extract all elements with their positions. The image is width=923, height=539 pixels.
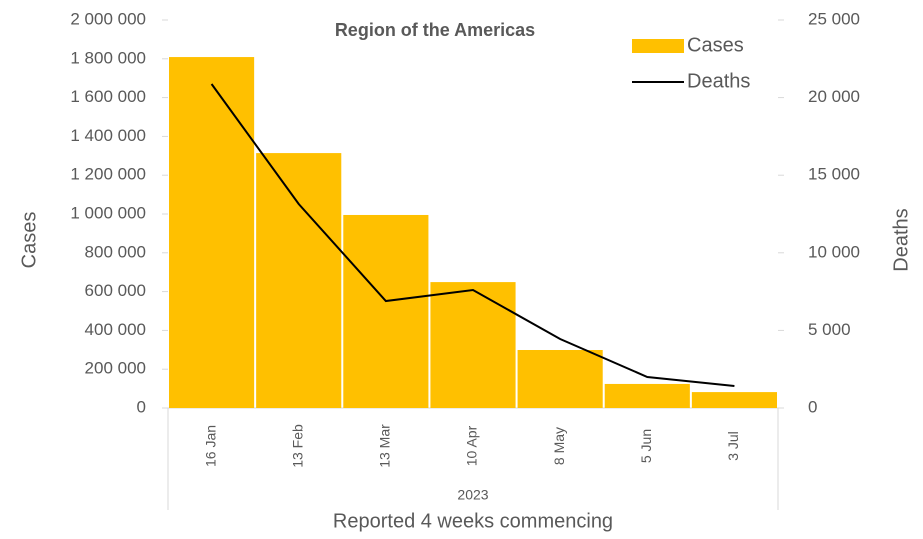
x-group-label: 2023 [457, 487, 488, 503]
y-tick-label: 1 000 000 [70, 203, 146, 222]
legend-label: Cases [687, 34, 744, 56]
y-axis-title: Cases [18, 212, 40, 269]
y2-tick-label: 15 000 [808, 165, 860, 184]
line [210, 83, 735, 387]
chart-title: Region of the Americas [335, 20, 535, 40]
bar [256, 153, 342, 408]
x-axis-title: Reported 4 weeks commencing [333, 510, 613, 532]
bar [169, 57, 255, 408]
y-tick-label: 600 000 [85, 281, 146, 300]
x-tick-label: 5 Jun [638, 429, 654, 463]
bar [430, 282, 516, 408]
y-tick-label: 0 [137, 397, 146, 416]
bar [517, 349, 603, 408]
y2-tick-label: 20 000 [808, 87, 860, 106]
y2-tick-label: 25 000 [808, 9, 860, 28]
y-tick-label: 1 200 000 [70, 165, 146, 184]
legend-label: Deaths [687, 70, 750, 92]
y-tick-label: 1 400 000 [70, 126, 146, 145]
y2-tick-label: 5 000 [808, 320, 851, 339]
x-tick-label: 8 May [551, 427, 567, 465]
y-tick-label: 400 000 [85, 320, 146, 339]
bar [691, 392, 777, 408]
y-tick-label: 2 000 000 [70, 9, 146, 28]
y-tick-label: 200 000 [85, 359, 146, 378]
y-tick-label: 800 000 [85, 242, 146, 261]
x-tick-label: 13 Feb [289, 424, 305, 468]
bar [343, 214, 429, 408]
y2-tick-label: 10 000 [808, 242, 860, 261]
y-tick-label: 1 800 000 [70, 48, 146, 67]
legend-swatch [632, 39, 684, 53]
x-tick-label: 3 Jul [725, 431, 741, 461]
bar [604, 383, 690, 408]
x-tick-label: 10 Apr [464, 425, 480, 466]
x-tick-label: 16 Jan [202, 425, 218, 467]
y2-axis-title: Deaths [890, 208, 912, 271]
y2-tick-label: 0 [808, 397, 817, 416]
x-tick-label: 13 Mar [377, 424, 393, 468]
y-tick-label: 1 600 000 [70, 87, 146, 106]
